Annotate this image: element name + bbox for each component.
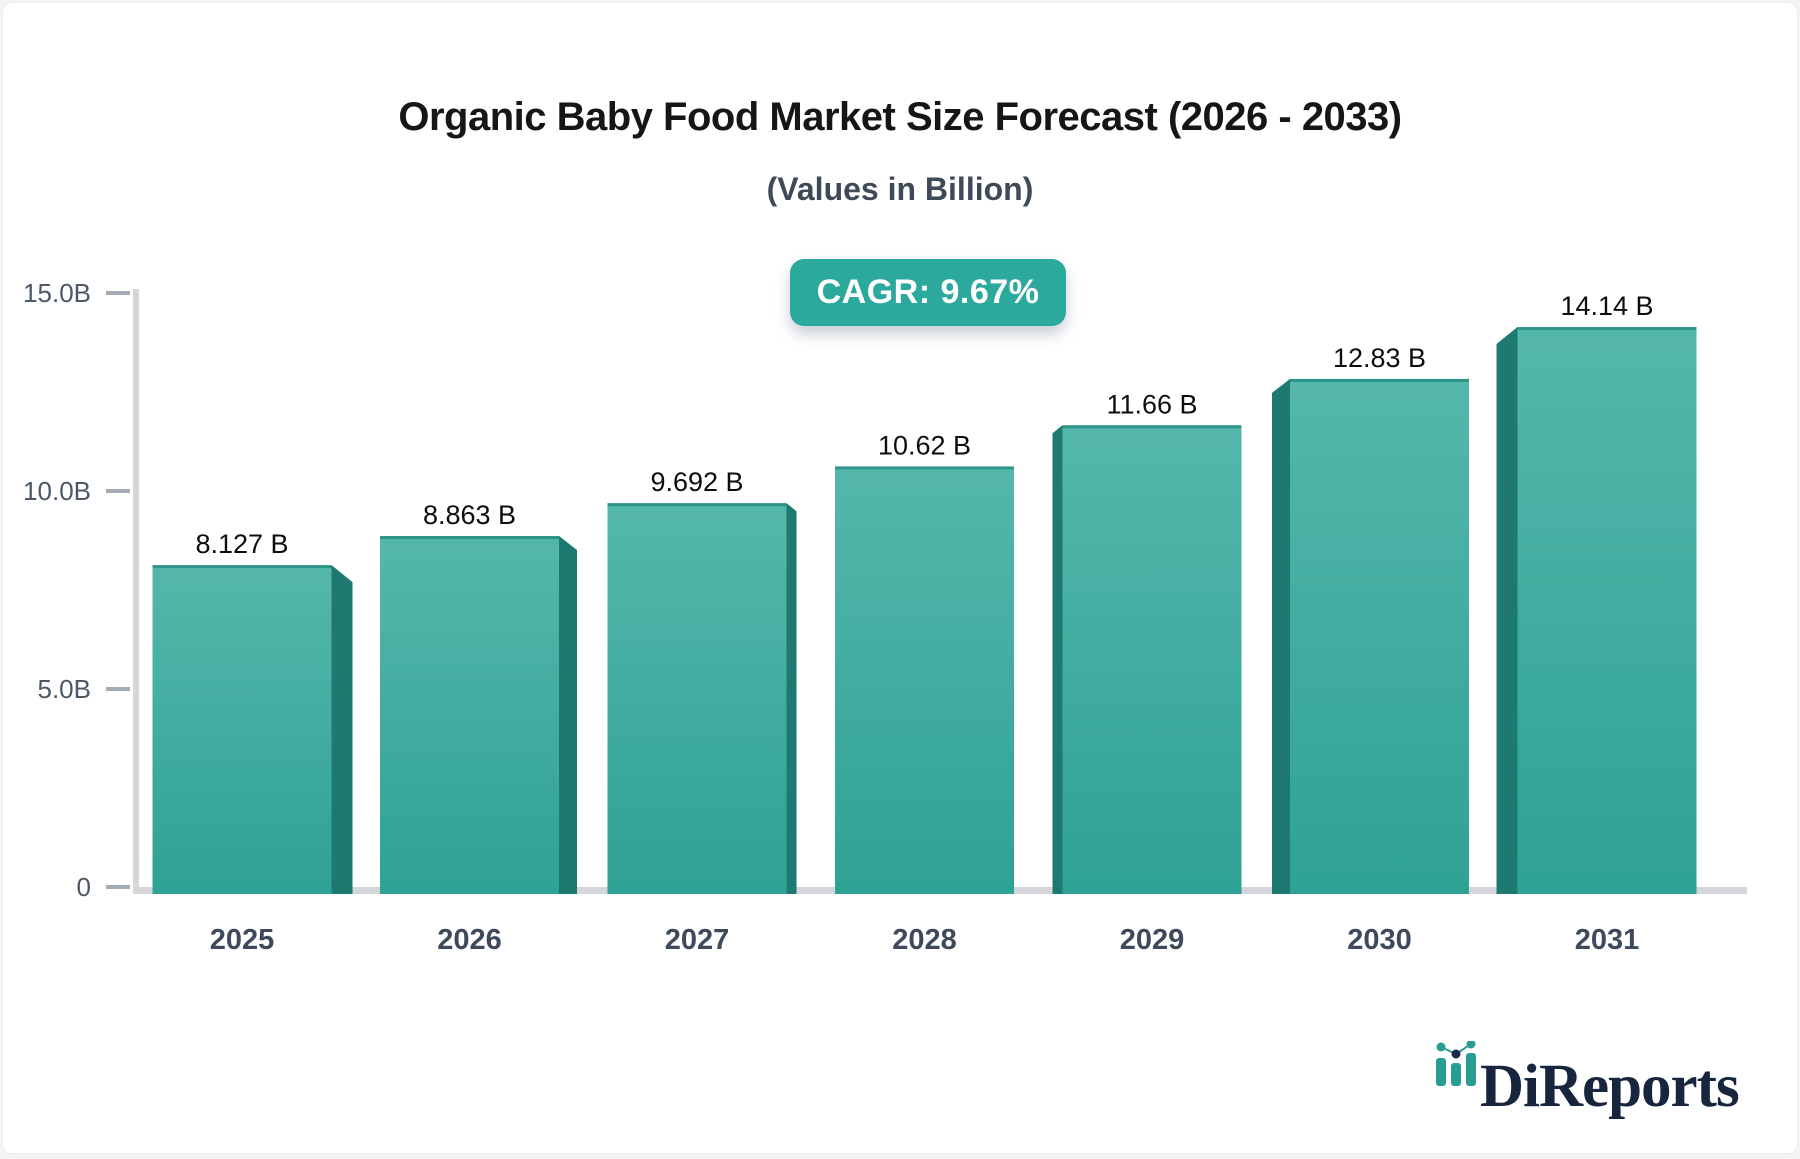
bar-top-edge	[835, 466, 1014, 470]
bar-face-2031	[1517, 327, 1697, 894]
bar-value-label: 8.127 B	[195, 529, 288, 559]
bar-value-label: 11.66 B	[1106, 389, 1197, 419]
y-tick-dash	[106, 687, 130, 691]
bar-value-label: 12.83 B	[1333, 343, 1426, 373]
direports-logo-text: DiReports	[1480, 1053, 1740, 1120]
x-axis-label: 2026	[437, 924, 502, 956]
chart-title: Organic Baby Food Market Size Forecast (…	[398, 95, 1402, 139]
bar-side	[786, 503, 797, 894]
x-axis-label: 2029	[1120, 924, 1185, 956]
bar-face-2030	[1290, 378, 1469, 894]
bar-side	[1496, 327, 1518, 894]
x-axis-label: 2025	[210, 924, 275, 956]
bar-value-label: 14.14 B	[1560, 291, 1653, 321]
bar-face-2026	[380, 536, 559, 894]
bar-top-edge	[1290, 378, 1469, 382]
bar-top-edge	[607, 503, 787, 507]
bar-chart: 15.0B 10.0B 5.0B 0 8.127 B 2025 8.863 B 2026 9.6…	[23, 278, 1747, 956]
chart-subtitle: (Values in Billion)	[766, 171, 1034, 207]
y-tick-dash	[106, 291, 130, 295]
bar-side	[331, 565, 353, 894]
bar-side	[1272, 378, 1290, 894]
bar-top-edge	[1062, 425, 1242, 429]
bar-top-edge	[1517, 327, 1697, 331]
x-axis-label: 2027	[665, 924, 730, 956]
bar-value-label: 9.692 B	[650, 467, 743, 497]
mini-bar-line-chart-icon	[1436, 1041, 1476, 1086]
x-axis-label: 2031	[1575, 924, 1640, 956]
bar-side	[1052, 425, 1063, 894]
y-tick-dash	[106, 885, 130, 889]
bar-top-edge	[380, 536, 559, 540]
x-axis-label: 2028	[892, 924, 957, 956]
bar-top-edge	[152, 565, 332, 569]
bar-face-2028	[835, 466, 1014, 894]
y-axis-line	[133, 289, 139, 893]
y-tick-label: 5.0B	[38, 674, 92, 704]
direports-logo: DiReports	[1428, 1038, 1768, 1130]
bar-face-2027	[607, 503, 787, 894]
bar-value-label: 10.62 B	[878, 430, 971, 460]
cagr-badge: CAGR: 9.67%	[790, 259, 1066, 326]
bar-side	[559, 536, 577, 894]
x-axis-label: 2030	[1347, 924, 1412, 956]
y-tick-label: 10.0B	[23, 476, 91, 506]
y-tick-dash	[106, 489, 130, 493]
bar-face-2025	[152, 565, 332, 894]
bar-face-2029	[1062, 425, 1242, 894]
bar-value-label: 8.863 B	[423, 500, 516, 530]
y-tick-label: 0	[77, 872, 91, 902]
y-tick-label: 15.0B	[23, 278, 91, 308]
